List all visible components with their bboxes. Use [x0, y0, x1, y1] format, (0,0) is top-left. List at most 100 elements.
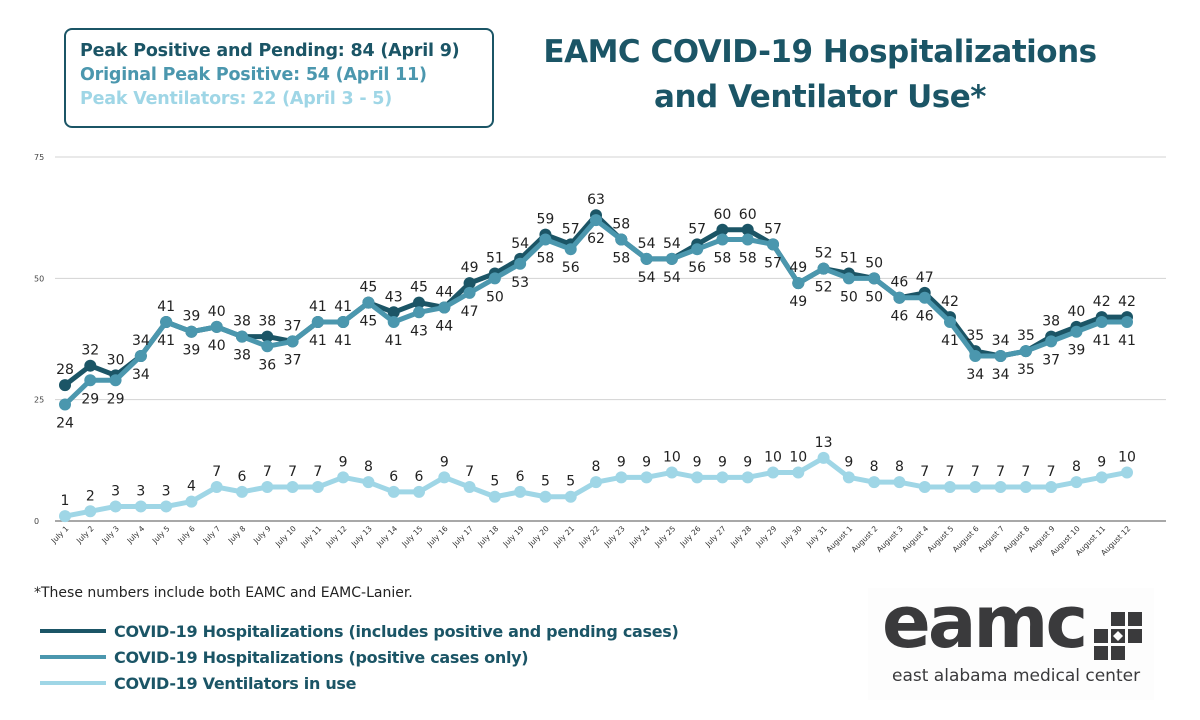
data-label: 7	[465, 464, 474, 480]
data-point	[84, 359, 97, 372]
x-tick-label: July 6	[175, 524, 197, 546]
x-tick-label: August 2	[850, 524, 880, 554]
data-point	[1045, 335, 1058, 348]
data-label: 49	[461, 260, 479, 276]
data-label: 41	[309, 299, 327, 315]
chart-legend: COVID-19 Hospitalizations (includes posi…	[40, 618, 679, 696]
data-label: 8	[1072, 459, 1081, 475]
data-point	[792, 277, 805, 290]
data-label: 46	[916, 309, 934, 325]
data-point	[817, 451, 830, 464]
data-label: 41	[309, 333, 327, 349]
chart-title-line-2: and Ventilator Use*	[654, 79, 986, 115]
x-tick-label: July 10	[273, 524, 298, 549]
data-point	[261, 330, 274, 343]
data-label: 6	[516, 469, 525, 485]
x-tick-label: August 4	[900, 524, 930, 554]
data-point	[741, 233, 754, 246]
x-tick-label: July 13	[349, 524, 374, 549]
data-point	[716, 223, 729, 236]
data-point	[438, 471, 451, 484]
data-label: 13	[815, 435, 833, 451]
data-label: 62	[587, 231, 605, 247]
data-label: 35	[966, 328, 984, 344]
data-label: 49	[789, 260, 807, 276]
data-label: 7	[920, 464, 929, 480]
data-label: 8	[592, 459, 601, 475]
data-label: 41	[157, 299, 175, 315]
data-point	[590, 214, 602, 227]
data-point	[488, 272, 501, 285]
data-label: 45	[360, 314, 378, 330]
data-label: 54	[638, 270, 656, 286]
data-point	[868, 476, 881, 489]
data-point	[1019, 345, 1032, 358]
legend-item-ventilators: COVID-19 Ventilators in use	[40, 670, 679, 696]
data-point	[1095, 316, 1108, 329]
x-tick-label: July 22	[576, 524, 601, 549]
data-label: 56	[688, 260, 706, 276]
data-label: 36	[258, 357, 276, 373]
data-point	[1070, 476, 1083, 489]
x-tick-label: July 8	[226, 524, 248, 546]
data-label: 29	[81, 391, 99, 407]
data-label: 58	[612, 251, 630, 267]
data-point	[185, 495, 198, 508]
data-point	[236, 485, 248, 498]
data-point	[387, 306, 400, 319]
data-point	[463, 481, 476, 494]
data-point	[640, 252, 653, 265]
peak-summary-box: Peak Positive and Pending: 84 (April 9) …	[64, 28, 494, 128]
data-label: 6	[238, 469, 247, 485]
data-label: 54	[663, 236, 681, 252]
data-label: 52	[815, 280, 833, 296]
legend-swatch	[40, 655, 106, 659]
x-tick-label: August 8	[1001, 524, 1031, 554]
data-label: 9	[339, 454, 348, 470]
data-label: 7	[996, 464, 1005, 480]
data-label: 58	[714, 251, 732, 267]
data-label: 9	[743, 454, 752, 470]
x-tick-label: July 27	[703, 524, 728, 549]
data-label: 39	[183, 343, 201, 359]
data-label: 41	[157, 333, 175, 349]
x-tick-label: July 26	[678, 524, 703, 549]
data-point	[969, 349, 982, 362]
data-label: 43	[385, 289, 403, 305]
data-point	[84, 505, 97, 518]
data-point	[640, 471, 653, 484]
data-point	[716, 233, 729, 246]
data-point	[944, 316, 956, 329]
cross-grid-icon	[1094, 612, 1142, 660]
data-point	[741, 471, 754, 484]
data-label: 45	[360, 280, 378, 296]
data-point	[918, 291, 931, 304]
data-label: 47	[461, 304, 479, 320]
data-label: 40	[1068, 304, 1086, 320]
data-label: 49	[789, 294, 807, 310]
x-tick-label: July 11	[298, 524, 323, 549]
data-point	[84, 374, 97, 387]
data-label: 57	[688, 221, 706, 237]
x-tick-label: July 12	[324, 524, 349, 549]
x-tick-label: July 2	[74, 524, 96, 546]
logo-wordmark: eamc	[882, 580, 1088, 664]
data-label: 38	[233, 348, 251, 364]
x-tick-label: July 21	[551, 524, 576, 549]
data-point	[185, 325, 198, 338]
x-tick-label: August 3	[875, 524, 905, 554]
data-label: 3	[136, 483, 145, 499]
data-label: 54	[663, 270, 681, 286]
data-point	[438, 301, 451, 314]
data-point	[109, 500, 122, 513]
data-point	[741, 223, 754, 236]
data-point	[615, 471, 628, 484]
data-point	[1121, 466, 1133, 479]
data-label: 4	[187, 479, 196, 495]
x-tick-label: July 7	[200, 524, 222, 546]
data-label: 35	[1017, 328, 1035, 344]
data-point	[59, 379, 71, 392]
x-tick-label: July 9	[251, 524, 273, 546]
x-tick-label: July 30	[779, 524, 804, 549]
data-point	[842, 471, 855, 484]
